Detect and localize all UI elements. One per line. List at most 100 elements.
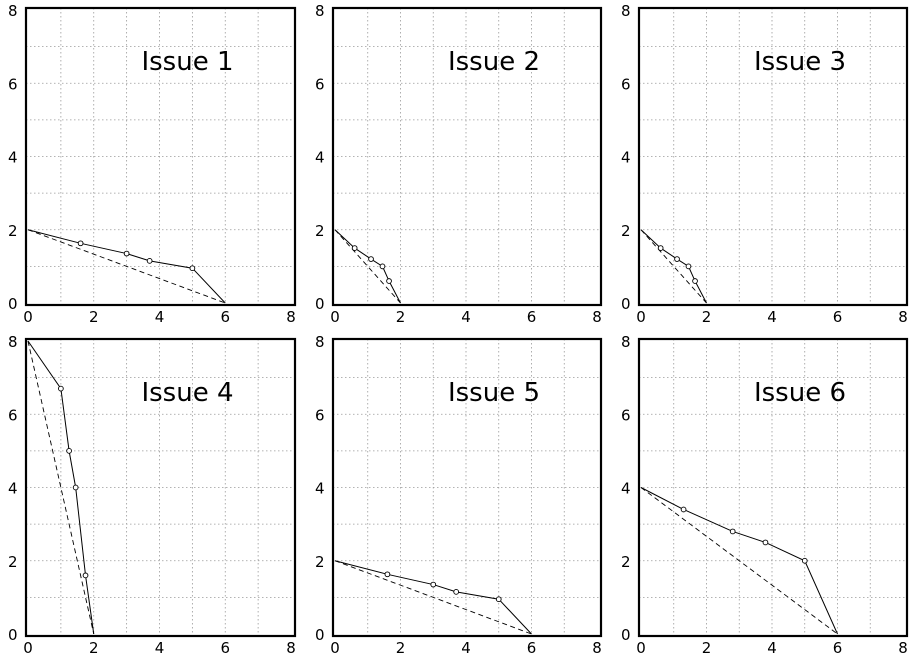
data-point-marker bbox=[351, 245, 358, 251]
y-tick-label: 4 bbox=[8, 149, 18, 167]
y-tick-label: 6 bbox=[8, 75, 18, 93]
data-point-marker bbox=[674, 256, 680, 262]
data-point-marker bbox=[384, 571, 391, 578]
data-point-marker bbox=[430, 581, 437, 588]
x-tick-label: 0 bbox=[330, 308, 340, 326]
x-tick-label: 2 bbox=[396, 308, 406, 326]
x-tick-label: 4 bbox=[767, 639, 777, 657]
x-tick-label: 2 bbox=[396, 639, 406, 657]
y-tick-label: 0 bbox=[621, 295, 631, 313]
y-tick-label: 0 bbox=[8, 295, 18, 313]
y-tick-label: 0 bbox=[621, 626, 631, 644]
x-tick-label: 2 bbox=[89, 308, 99, 326]
data-point-marker bbox=[146, 258, 153, 264]
x-tick-label: 8 bbox=[286, 639, 296, 657]
chart-panel-6: 0 2 4 6 8 0 2 4 6 8 Issue 6 bbox=[621, 333, 909, 657]
x-tick-label: 6 bbox=[220, 639, 230, 657]
x-tick-label: 0 bbox=[330, 639, 340, 657]
y-tick-label: 2 bbox=[621, 553, 631, 571]
y-tick-label: 4 bbox=[621, 480, 631, 498]
y-tick-label: 2 bbox=[315, 222, 325, 240]
data-point-marker bbox=[58, 385, 64, 392]
data-point-marker bbox=[657, 245, 664, 251]
chart-panel-4: 0 2 4 6 8 0 2 4 6 8 Issue 4 bbox=[8, 333, 297, 657]
y-tick-label: 8 bbox=[8, 2, 18, 20]
data-point-marker bbox=[66, 448, 72, 454]
y-tick-label: 0 bbox=[315, 626, 325, 644]
x-tick-label: 2 bbox=[702, 639, 712, 657]
y-tick-label: 8 bbox=[315, 2, 325, 20]
chart-title: Issue 3 bbox=[754, 47, 846, 77]
x-tick-label: 4 bbox=[461, 308, 471, 326]
y-tick-label: 4 bbox=[315, 480, 325, 498]
chart-panel-2: 0 2 4 6 8 0 2 4 6 8 Issue 2 bbox=[315, 2, 603, 326]
x-tick-label: 0 bbox=[23, 639, 33, 657]
dashed-series-line bbox=[640, 487, 838, 635]
x-tick-label: 4 bbox=[767, 308, 777, 326]
data-point-marker bbox=[368, 256, 374, 262]
x-tick-label: 6 bbox=[220, 308, 230, 326]
data-point-marker bbox=[685, 263, 692, 270]
x-tick-label: 8 bbox=[592, 639, 602, 657]
solid-series-line bbox=[640, 229, 707, 304]
y-tick-label: 8 bbox=[621, 2, 631, 20]
plot-frame bbox=[331, 337, 603, 638]
dashed-series-line bbox=[334, 560, 532, 635]
x-tick-label: 8 bbox=[286, 308, 296, 326]
data-point-marker bbox=[77, 240, 84, 247]
data-point-marker bbox=[82, 572, 89, 579]
y-tick-label: 0 bbox=[315, 295, 325, 313]
y-tick-label: 6 bbox=[315, 75, 325, 93]
y-tick-label: 4 bbox=[621, 149, 631, 167]
x-tick-label: 6 bbox=[833, 639, 843, 657]
x-tick-label: 0 bbox=[636, 308, 646, 326]
data-point-marker bbox=[729, 528, 736, 535]
y-tick-label: 6 bbox=[315, 406, 325, 424]
chart-title: Issue 4 bbox=[141, 378, 233, 408]
y-tick-label: 2 bbox=[8, 553, 18, 571]
chart-panel-3: 0 2 4 6 8 0 2 4 6 8 Issue 3 bbox=[621, 2, 909, 326]
solid-series-line bbox=[334, 560, 532, 635]
data-point-marker bbox=[801, 557, 808, 564]
x-tick-label: 4 bbox=[461, 639, 471, 657]
y-tick-label: 8 bbox=[621, 333, 631, 351]
data-point-marker bbox=[680, 506, 687, 513]
solid-series-line bbox=[27, 340, 95, 635]
plot-frame bbox=[331, 6, 603, 307]
data-point-marker bbox=[495, 596, 502, 603]
x-tick-label: 6 bbox=[527, 308, 537, 326]
chart-title: Issue 5 bbox=[448, 378, 540, 408]
solid-series-line bbox=[27, 229, 226, 304]
data-point-marker bbox=[189, 265, 196, 272]
x-tick-label: 6 bbox=[527, 639, 537, 657]
x-tick-label: 0 bbox=[23, 308, 33, 326]
plot-frame bbox=[637, 337, 909, 638]
x-tick-label: 0 bbox=[636, 639, 646, 657]
chart-panel-5: 0 2 4 6 8 0 2 4 6 8 Issue 5 bbox=[315, 333, 603, 657]
chart-panel-1: 0 2 4 6 8 0 2 4 6 8 Issue 1 bbox=[8, 2, 297, 326]
y-tick-label: 8 bbox=[315, 333, 325, 351]
chart-title: Issue 1 bbox=[141, 47, 233, 77]
y-tick-label: 8 bbox=[8, 333, 18, 351]
dashed-series-line bbox=[27, 229, 226, 304]
y-tick-label: 2 bbox=[8, 222, 18, 240]
y-tick-label: 4 bbox=[315, 149, 325, 167]
chart-title: Issue 2 bbox=[448, 47, 540, 77]
dashed-series-line bbox=[27, 340, 95, 635]
data-point-marker bbox=[692, 278, 698, 284]
x-tick-label: 4 bbox=[155, 308, 165, 326]
y-tick-label: 2 bbox=[315, 553, 325, 571]
plot-frame bbox=[24, 337, 297, 638]
y-tick-label: 0 bbox=[8, 626, 18, 644]
y-tick-label: 2 bbox=[621, 222, 631, 240]
y-tick-label: 6 bbox=[8, 406, 18, 424]
y-tick-label: 6 bbox=[621, 406, 631, 424]
plot-frame bbox=[24, 6, 297, 307]
x-tick-label: 8 bbox=[898, 639, 908, 657]
x-tick-label: 2 bbox=[89, 639, 99, 657]
x-tick-label: 2 bbox=[702, 308, 712, 326]
data-point-marker bbox=[379, 263, 386, 270]
solid-series-line bbox=[334, 229, 401, 304]
y-tick-label: 6 bbox=[621, 75, 631, 93]
chart-title: Issue 6 bbox=[754, 378, 846, 408]
